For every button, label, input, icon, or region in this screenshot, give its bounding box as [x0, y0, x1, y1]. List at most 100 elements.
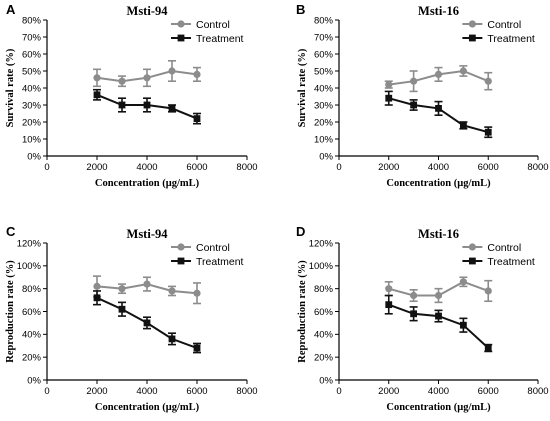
data-point: [143, 280, 151, 288]
legend-marker: [177, 243, 185, 251]
y-tick-label: 120%: [309, 238, 334, 249]
legend: Control Treatment: [462, 19, 535, 45]
x-tick-label: 8000: [236, 386, 257, 397]
y-axis-label: Reproduction rate (%): [5, 260, 16, 363]
x-tick-label: 0: [336, 386, 341, 397]
series-treatment: [93, 290, 201, 354]
y-tick-label: 30%: [22, 100, 42, 111]
x-tick-label: 2000: [86, 386, 107, 397]
data-point: [385, 285, 393, 293]
series-control: [93, 59, 201, 88]
y-tick-label: 50%: [22, 66, 42, 77]
x-tick-label: 0: [336, 162, 341, 173]
legend-label: Treatment: [196, 256, 244, 268]
data-point: [484, 128, 492, 136]
x-tick-label: 6000: [186, 386, 207, 397]
data-point: [118, 101, 126, 109]
series-control: [93, 275, 201, 305]
y-tick-label: 10%: [22, 134, 42, 145]
data-point: [434, 70, 443, 78]
data-point: [118, 305, 126, 313]
data-point: [93, 282, 101, 290]
y-tick-label: 40%: [314, 83, 334, 94]
data-point: [484, 287, 492, 295]
x-tick-label: 6000: [478, 162, 499, 173]
data-point: [385, 81, 393, 89]
x-tick-label: 2000: [378, 386, 399, 397]
legend-label: Control: [196, 19, 230, 31]
panel-letter: D: [296, 224, 305, 239]
legend: Control Treatment: [171, 242, 244, 268]
panel-a: A Msti-94 0% 10% 20% 30% 40% 50% 60% 70% 80% 0 2000 4…: [5, 2, 258, 189]
y-tick-label: 0%: [27, 151, 41, 162]
y-tick-label: 100%: [17, 261, 42, 272]
legend-marker: [177, 34, 185, 42]
legend-label: Control: [487, 242, 521, 254]
data-point: [168, 67, 176, 75]
y-tick-label: 20%: [314, 117, 334, 128]
panel-letter: A: [6, 2, 16, 17]
x-axis-label: Concentration (μg/mL): [386, 402, 491, 413]
y-tick-label: 0%: [27, 375, 41, 386]
y-tick-label: 30%: [314, 100, 334, 111]
data-point: [385, 94, 393, 102]
data-point: [410, 77, 418, 85]
data-point: [168, 335, 176, 343]
data-point: [459, 67, 467, 75]
legend-label: Treatment: [196, 33, 244, 45]
x-tick-label: 8000: [527, 386, 548, 397]
chart-title: Msti-16: [418, 4, 459, 18]
data-point: [143, 101, 151, 109]
x-tick-label: 2000: [378, 162, 399, 173]
series-control: [384, 65, 493, 93]
data-point: [143, 319, 151, 327]
y-tick-label: 60%: [314, 307, 334, 318]
legend-label: Treatment: [487, 256, 535, 268]
data-point: [143, 74, 151, 82]
x-tick-label: 4000: [428, 162, 449, 173]
data-point: [410, 101, 418, 109]
x-tick-label: 6000: [186, 162, 207, 173]
y-tick-label: 80%: [314, 15, 334, 26]
y-tick-label: 10%: [314, 134, 334, 145]
data-point: [434, 291, 443, 300]
data-point: [484, 344, 492, 352]
y-tick-label: 20%: [22, 352, 42, 363]
data-point: [435, 105, 442, 112]
y-tick-label: 20%: [314, 352, 334, 363]
data-point: [459, 321, 467, 329]
data-point: [193, 289, 201, 297]
x-axis-label: Concentration (μg/mL): [95, 402, 200, 413]
data-point: [410, 310, 418, 318]
y-tick-label: 60%: [22, 49, 42, 60]
y-tick-label: 40%: [22, 330, 42, 341]
legend-label: Treatment: [487, 33, 535, 45]
panel-b: B Msti-16 0% 10% 20% 30% 40% 50% 60% 70% 80% 0 2000 4…: [296, 2, 549, 189]
y-tick-label: 60%: [22, 307, 42, 318]
data-point: [193, 115, 201, 122]
y-tick-label: 0%: [319, 375, 333, 386]
y-tick-label: 50%: [314, 66, 334, 77]
data-point: [93, 294, 101, 302]
y-tick-label: 20%: [22, 117, 42, 128]
panel-c: C Msti-94 0% 20% 40% 60% 80% 100% 120% 0 2000 4000 6…: [5, 224, 258, 413]
y-tick-label: 80%: [22, 284, 42, 295]
panel-d: D Msti-16 0% 20% 40% 60% 80% 100% 120% 0 2000 4000 6…: [296, 224, 549, 413]
data-point: [459, 278, 467, 286]
data-point: [118, 285, 126, 293]
data-point: [385, 301, 393, 309]
y-tick-label: 80%: [22, 15, 42, 26]
legend: Control Treatment: [462, 242, 535, 268]
series-control: [384, 276, 493, 304]
chart-title: Msti-16: [418, 227, 459, 241]
x-tick-label: 0: [44, 386, 49, 397]
y-tick-label: 60%: [314, 49, 334, 60]
panel-letter: C: [6, 224, 16, 239]
data-point: [193, 344, 201, 352]
data-point: [484, 77, 492, 85]
y-tick-label: 70%: [22, 32, 42, 43]
y-tick-label: 40%: [314, 330, 334, 341]
data-point: [168, 287, 176, 295]
